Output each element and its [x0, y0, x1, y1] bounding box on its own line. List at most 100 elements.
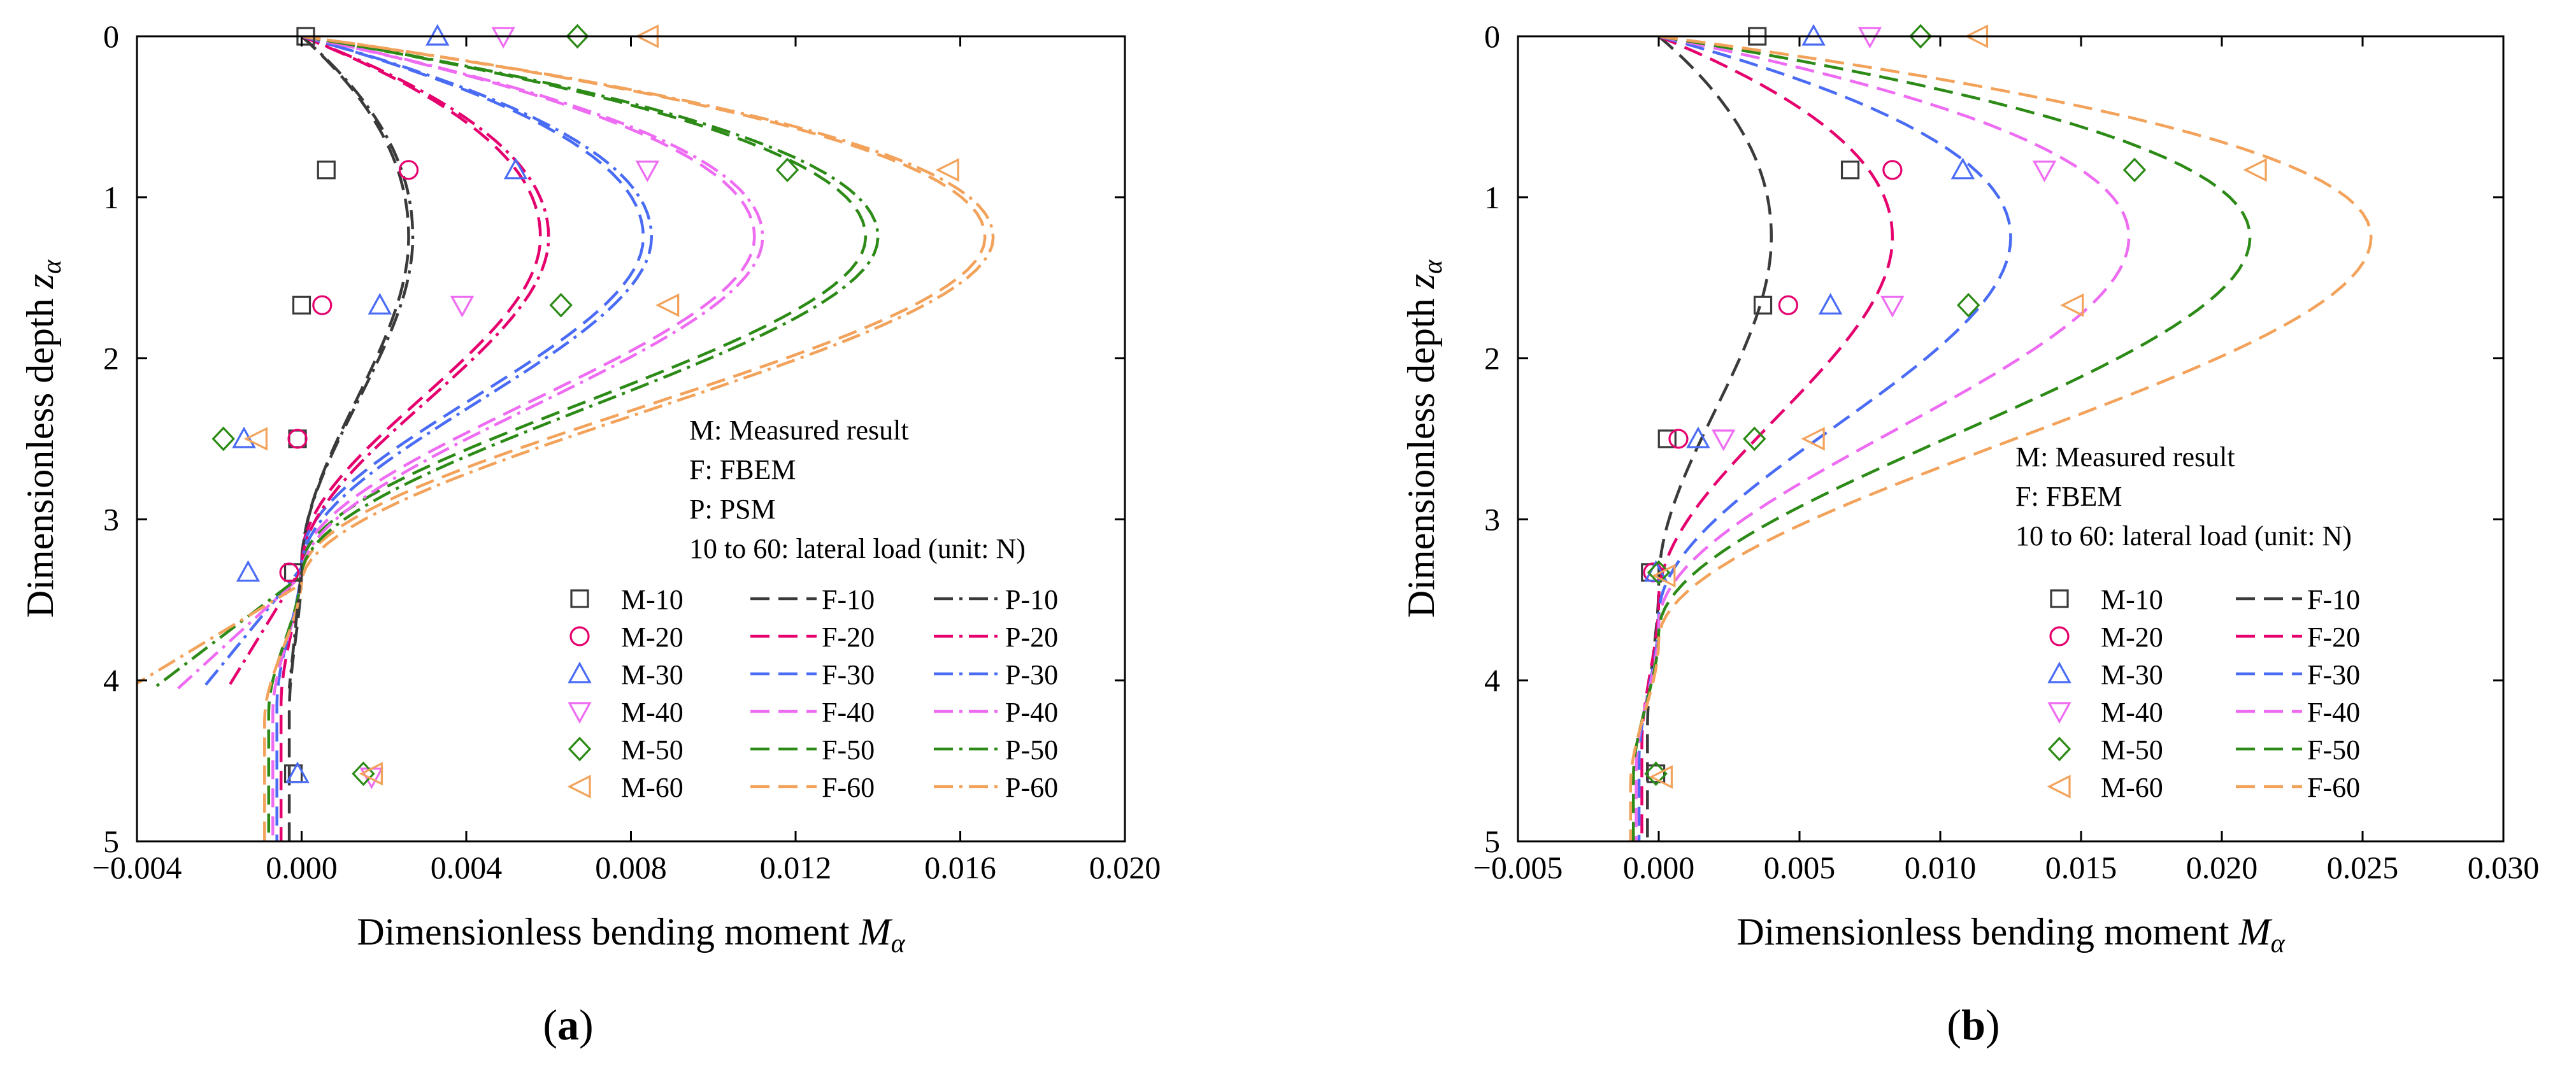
marker-m-20-point-2	[287, 429, 308, 449]
y-axis-label-subscript: α	[38, 259, 67, 274]
marker-m-50-point-0	[1908, 24, 1933, 49]
y-tick-label: 2	[1484, 341, 1500, 376]
marker-m-60-point-2	[2060, 293, 2084, 317]
legend-marker-m-60	[2047, 774, 2071, 799]
panel-label: (a)	[543, 1001, 593, 1049]
legend-label-m-50: M-50	[2101, 734, 2163, 766]
marker-m-30-point-1	[503, 157, 528, 180]
marker-m-40-point-3	[1711, 429, 1736, 452]
legend-marker-m-20	[569, 626, 590, 646]
series-p-30-curve	[201, 36, 654, 690]
x-tick-label: 0.015	[2045, 850, 2117, 885]
marker-m-60-point-2	[655, 293, 680, 317]
legend-label-m-10: M-10	[2101, 584, 2163, 615]
legend-label-p-30: P-30	[1005, 659, 1058, 690]
x-axis-label-subscript: α	[2271, 929, 2286, 959]
marker-m-50-point-1	[2122, 157, 2147, 183]
legend-marker-m-40	[2047, 702, 2072, 724]
legend-label-f-60: F-60	[2307, 772, 2360, 803]
legend-label-f-40: F-40	[822, 697, 875, 728]
panel-label: (b)	[1947, 1001, 2000, 1049]
legend-marker-m-50	[568, 736, 592, 762]
series-f-30-curve	[275, 36, 645, 841]
marker-m-50-point-2	[549, 292, 573, 318]
marker-m-50-point-3	[211, 426, 235, 452]
x-tick-label: 0.008	[595, 850, 667, 885]
y-axis-label: Dimensionless depth zα	[19, 259, 67, 618]
marker-m-30-point-3	[1686, 426, 1710, 448]
marker-m-30-point-2	[1818, 292, 1843, 315]
series-f-60-curve	[263, 36, 987, 841]
legend-label-p-60: P-60	[1005, 772, 1058, 803]
annotation-line: 10 to 60: lateral load (unit: N)	[689, 533, 1026, 564]
y-tick-label: 0	[103, 18, 119, 54]
x-axis-label: Dimensionless bending moment Mα	[1736, 911, 2285, 959]
series-f-40-curve	[1635, 36, 2131, 841]
curves-layer	[1629, 36, 2373, 841]
legend-label-m-40: M-40	[2101, 697, 2163, 728]
marker-m-20-point-3	[279, 562, 299, 583]
x-axis-label-text: Dimensionless bending moment	[357, 911, 859, 953]
x-tick-label: 0.004	[431, 850, 503, 885]
annotation-line: M: Measured result	[689, 415, 909, 446]
y-axis-label-text: Dimensionless depth	[1400, 289, 1442, 618]
x-tick-label: 0.000	[266, 850, 338, 885]
legend-marker-m-50	[2047, 736, 2072, 762]
legend-label-f-20: F-20	[822, 622, 875, 653]
legend-label-m-30: M-30	[621, 659, 683, 690]
legend-marker-m-20	[2049, 626, 2070, 646]
legend-label-m-60: M-60	[621, 772, 683, 803]
marker-m-10-point-5	[1646, 764, 1666, 783]
y-tick-label: 2	[103, 341, 119, 376]
y-tick-label: 1	[1484, 180, 1500, 215]
marker-m-40-point-2	[450, 296, 475, 318]
marker-m-30-point-1	[1950, 157, 1975, 180]
marker-m-60-point-5	[1649, 765, 1673, 789]
panel-b: −0.005 0.000 0.005 0.010 0.015 0.020 0.025 0.03…	[1400, 18, 2539, 1049]
legend-label-f-30: F-30	[2307, 659, 2360, 690]
panel-label-close: )	[579, 1001, 594, 1049]
panel-label-close: )	[1986, 1001, 2000, 1049]
x-tick-label: 0.020	[2186, 850, 2258, 885]
panel-label-letter: a	[557, 1001, 579, 1049]
y-axis-label-symbol: z	[1400, 274, 1442, 289]
annotation-line: M: Measured result	[2015, 441, 2235, 473]
annotation-line: F: FBEM	[2015, 481, 2122, 512]
marker-m-50-point-1	[775, 157, 799, 183]
y-tick-label: 5	[1484, 824, 1500, 859]
legend-label-f-60: F-60	[822, 772, 875, 803]
marker-m-30-point-3	[232, 426, 256, 448]
series-p-60-curve	[137, 36, 995, 685]
marker-m-50-point-0	[566, 24, 589, 49]
series-p-10-curve	[287, 36, 415, 689]
legend-label-p-50: P-50	[1005, 734, 1058, 766]
legend-marker-m-40	[568, 702, 592, 724]
y-tick-label: 4	[1484, 662, 1500, 698]
legend-label-m-60: M-60	[2101, 772, 2163, 803]
plot-frame	[1517, 35, 2505, 843]
x-tick-label: 0.016	[924, 850, 996, 885]
legend-marker-m-60	[567, 774, 591, 799]
legend-label-p-10: P-10	[1005, 584, 1058, 615]
legend-label-p-40: P-40	[1005, 697, 1058, 728]
legend-marker-m-10	[2050, 589, 2069, 608]
y-tick-label: 3	[103, 501, 119, 537]
marker-m-40-point-1	[2032, 160, 2057, 183]
marker-m-20-point-0	[1882, 160, 1903, 180]
marker-m-60-point-4	[359, 762, 383, 786]
marker-m-50-point-2	[1957, 292, 1980, 318]
y-tick-label: 1	[103, 180, 119, 215]
legend-label-f-30: F-30	[822, 659, 875, 690]
y-axis-label: Dimensionless depth zα	[1400, 259, 1448, 618]
marker-m-60-point-1	[935, 158, 959, 182]
x-tick-label: 0.005	[1764, 850, 1836, 885]
legend-label-m-30: M-30	[2101, 659, 2163, 690]
x-tick-label: 0.025	[2327, 850, 2399, 885]
series-f-40-curve	[271, 36, 756, 841]
panel-label-letter: b	[1961, 1001, 1986, 1049]
marker-m-10-point-1	[317, 160, 336, 180]
x-tick-label: 0.012	[760, 850, 832, 885]
legend-label-p-20: P-20	[1005, 622, 1058, 653]
legend-label-f-10: F-10	[822, 584, 875, 615]
